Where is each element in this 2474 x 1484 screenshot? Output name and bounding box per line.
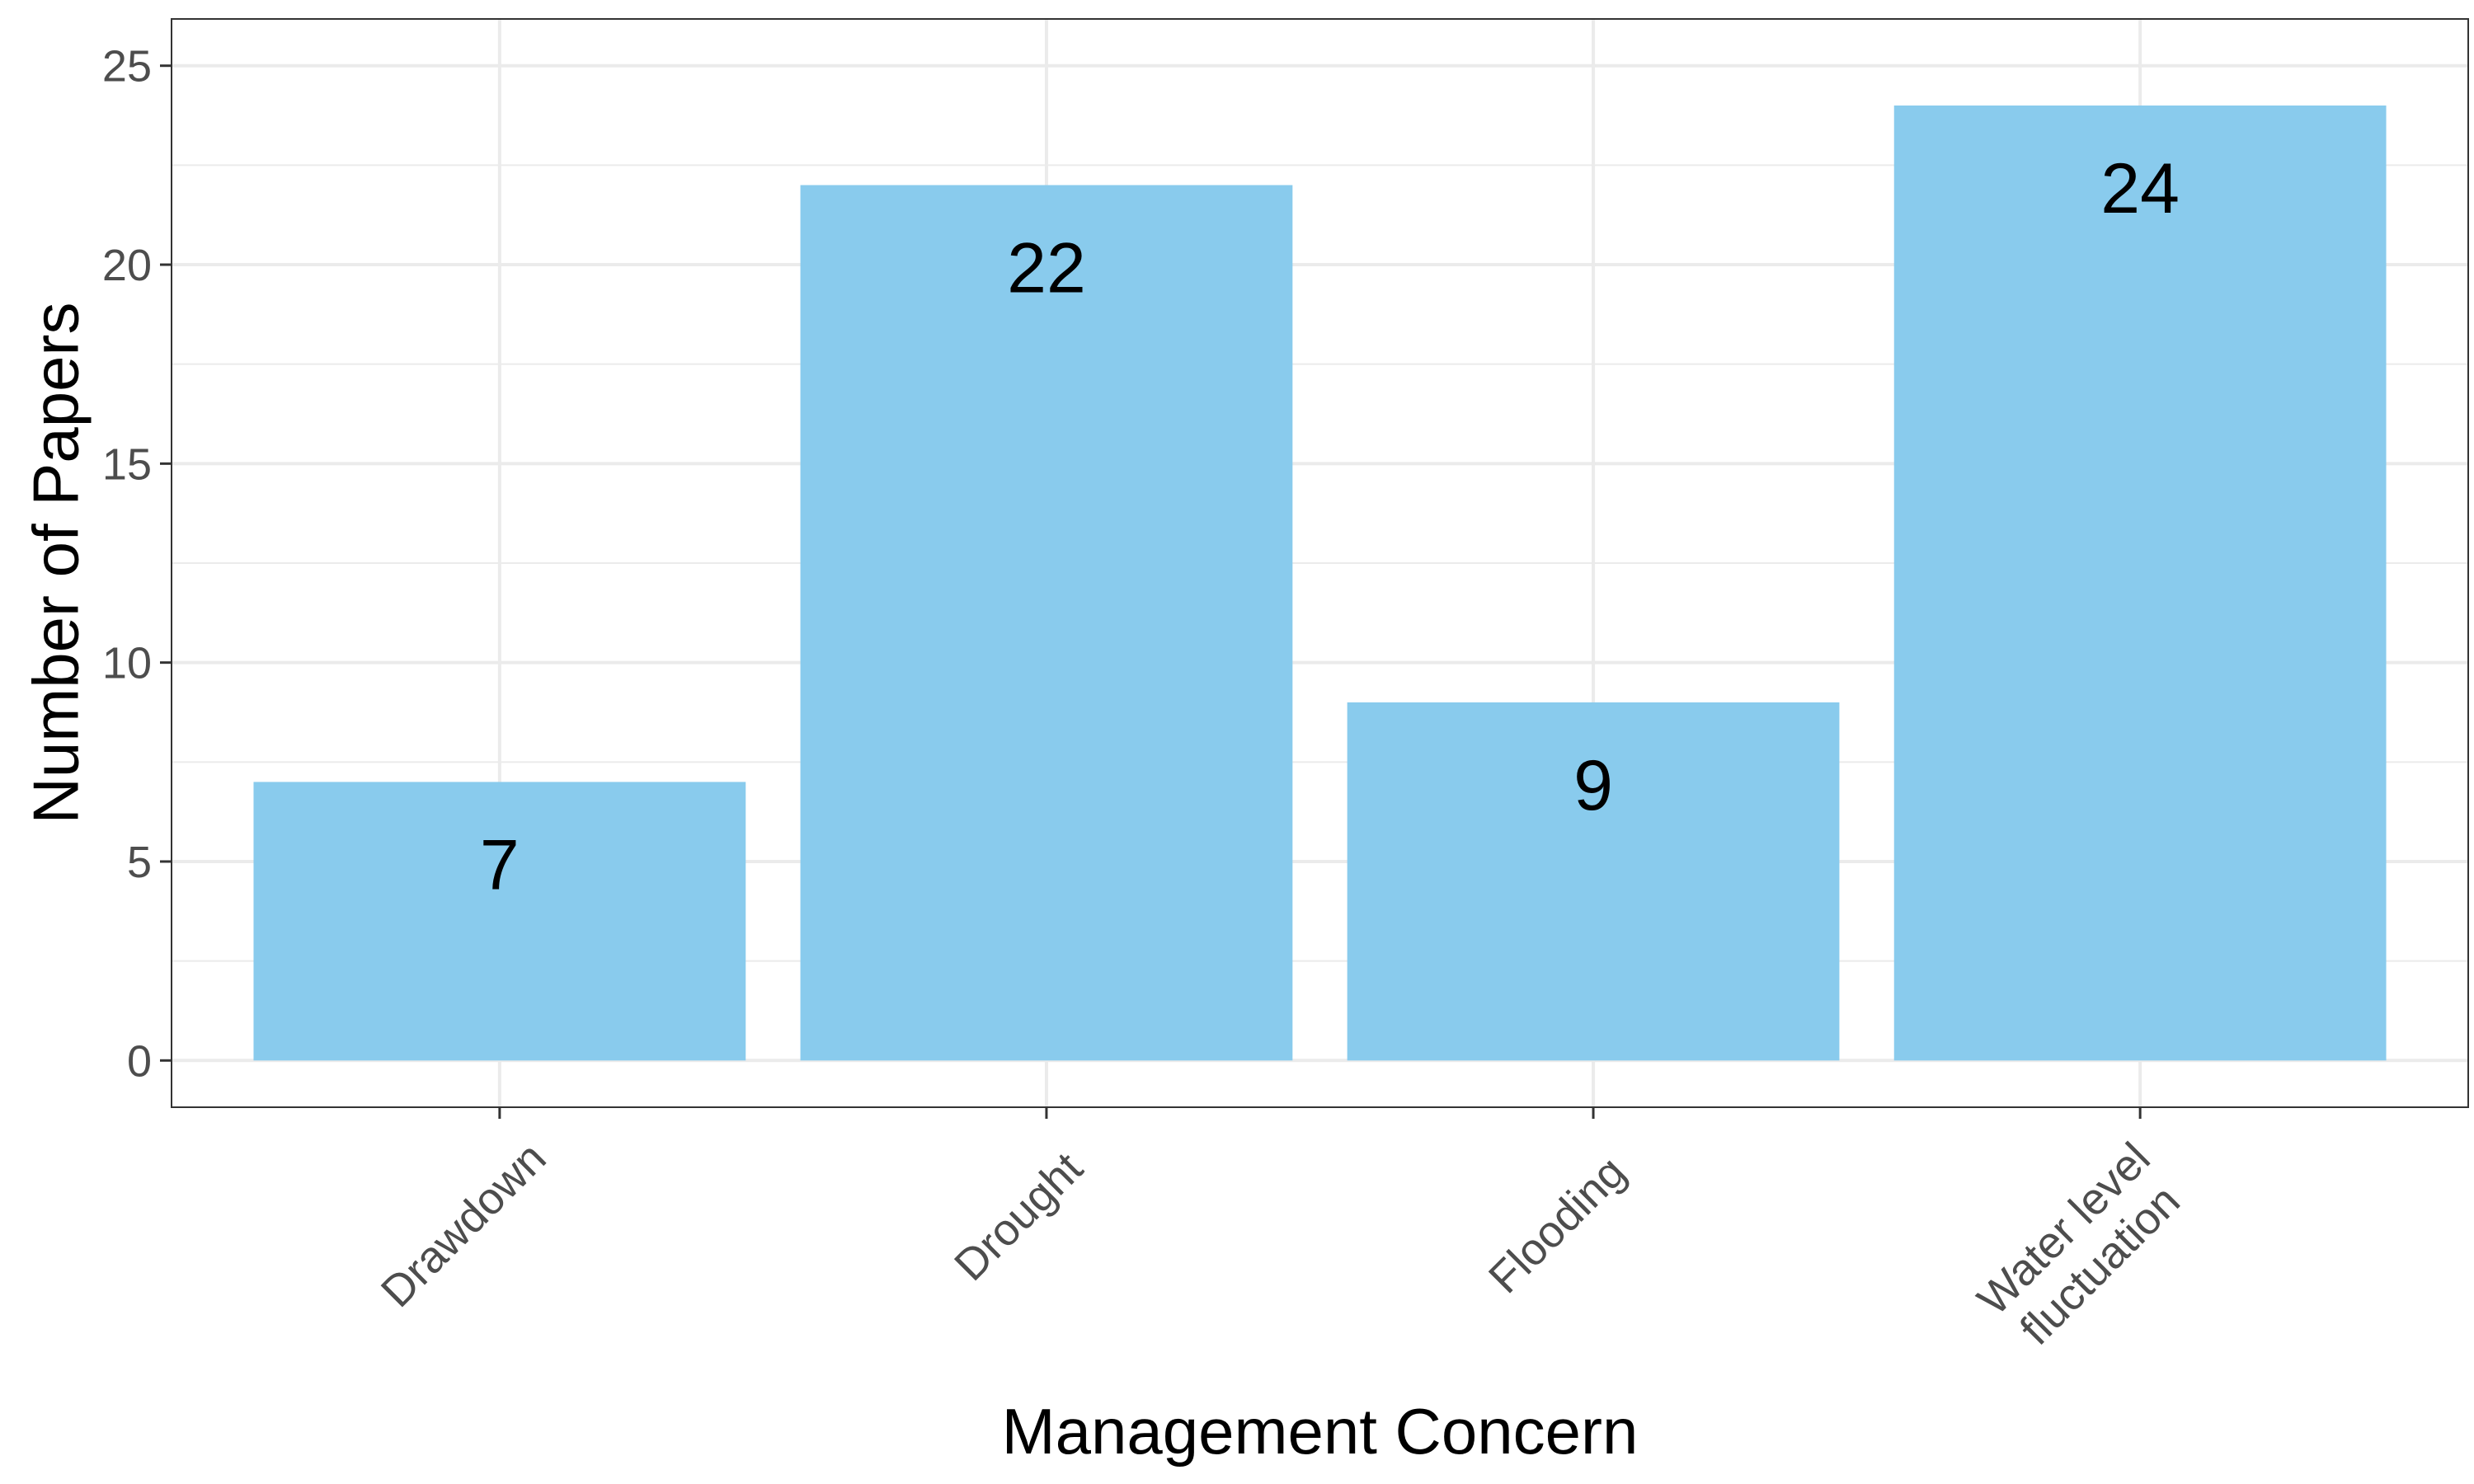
y-tick-label: 5 — [127, 838, 152, 887]
x-tick-label: Drought — [945, 1144, 1092, 1290]
bar — [800, 185, 1293, 1061]
y-axis-title: Number of Papers — [20, 303, 92, 824]
y-tick-label: 15 — [102, 439, 152, 489]
x-tick-label-line: Flooding — [1479, 1147, 1635, 1303]
data-label: 9 — [1573, 746, 1613, 825]
x-axis-title: Management Concern — [1002, 1395, 1639, 1468]
y-tick-label: 20 — [102, 241, 152, 290]
bar — [253, 782, 746, 1061]
x-tick-label: Flooding — [1479, 1147, 1635, 1303]
data-label: 7 — [480, 825, 520, 904]
y-tick-label: 0 — [127, 1036, 152, 1086]
y-tick-label: 10 — [102, 639, 152, 688]
x-tick-label: Water levelfluctuation — [1968, 1134, 2196, 1361]
y-tick-label: 25 — [102, 42, 152, 92]
x-axis: Drawdown Drought Flooding Water levelfluctu… — [372, 1107, 2196, 1361]
bar-layer — [253, 105, 2387, 1061]
x-tick-label-line: Drought — [945, 1144, 1092, 1290]
y-axis: 0 5 10 15 20 25 — [102, 42, 172, 1086]
data-label: 24 — [2100, 149, 2180, 228]
panel-border — [171, 18, 2469, 1108]
x-tick-label: Drawdown — [372, 1133, 556, 1317]
bar — [1347, 702, 1840, 1061]
data-label: 22 — [1007, 228, 1086, 308]
x-tick-label-line: Drawdown — [372, 1133, 556, 1317]
bar — [1893, 105, 2387, 1061]
data-label-layer: 7 22 9 24 — [480, 149, 2180, 904]
